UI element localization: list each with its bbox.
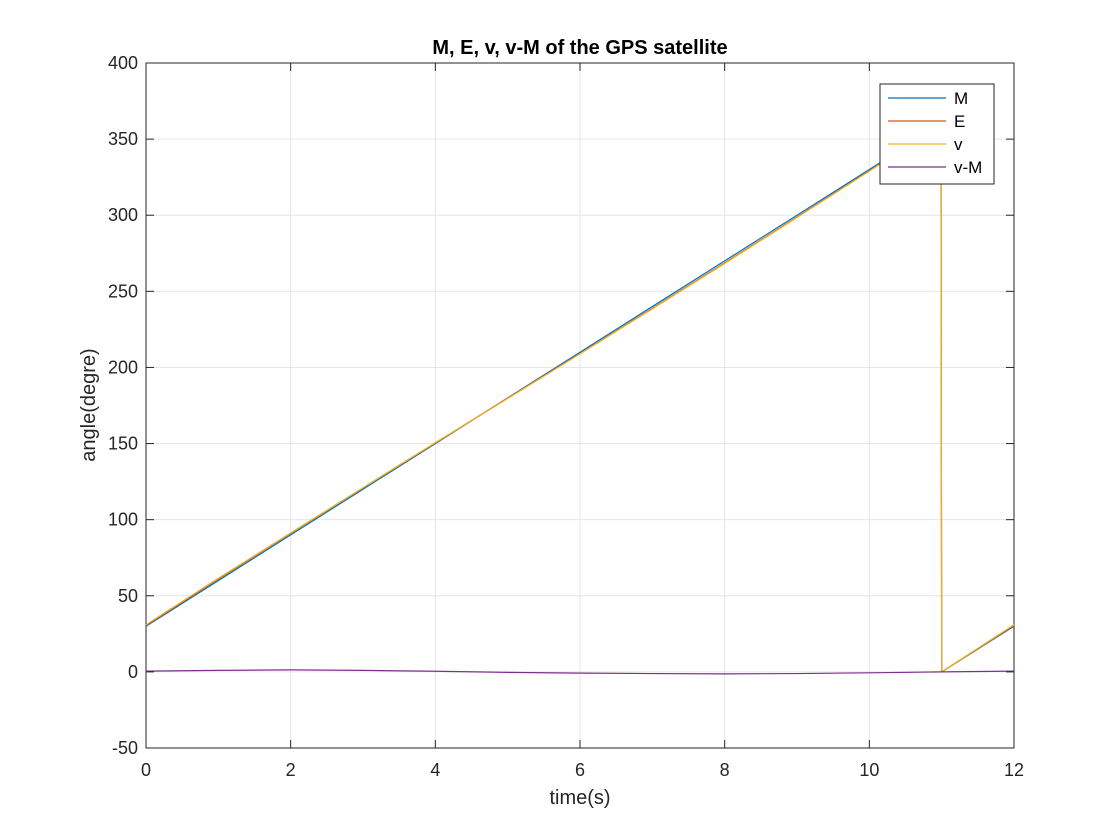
x-tick-label: 0 [141,760,151,780]
x-tick-label: 8 [720,760,730,780]
x-axis-label: time(s) [549,787,610,809]
legend-label: v-M [954,158,982,177]
legend-label: E [954,112,965,131]
legend: MEv v-M [879,83,995,185]
y-tick-label: 50 [118,586,138,606]
x-tick-label: 10 [859,760,879,780]
y-axis-label: angle(degre) [78,348,100,461]
series-line-v-m [145,669,1015,675]
y-tick-label: 300 [108,205,138,225]
chart-title: M, E, v, v-M of the GPS satellite [432,37,727,59]
x-tick-label: 6 [575,760,585,780]
legend-label: v [954,135,963,154]
y-tick-label: 400 [108,53,138,73]
x-tick-label: 4 [430,760,440,780]
legend-label: M [954,89,968,108]
y-tick-label: 200 [108,357,138,377]
y-tick-label: 150 [108,434,138,454]
y-tick-label: 250 [108,281,138,301]
y-tick-label: -50 [112,738,138,758]
x-tick-label: 12 [1004,760,1024,780]
y-tick-label: 350 [108,129,138,149]
y-tick-label: 0 [128,662,138,682]
y-tick-label: 100 [108,510,138,530]
x-tick-label: 2 [286,760,296,780]
